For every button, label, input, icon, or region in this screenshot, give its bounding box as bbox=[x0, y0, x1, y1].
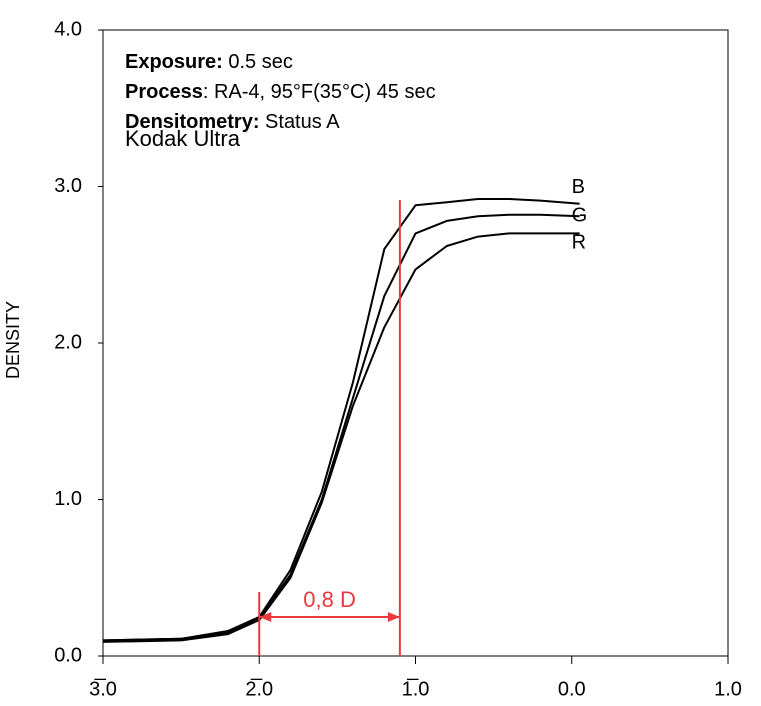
x-tick-label: 0.0 bbox=[558, 678, 586, 700]
series-line bbox=[102, 232, 580, 643]
x-tick-label: 1.0 bbox=[714, 678, 742, 700]
subtitle: Kodak Ultra bbox=[125, 126, 241, 151]
annotation: Exposure: 0.5 sec bbox=[125, 51, 293, 73]
span-label: 0,8 D bbox=[303, 587, 356, 612]
x-tick-label: 3̅.0 bbox=[89, 677, 117, 700]
y-tick-label: 3.0 bbox=[54, 175, 82, 197]
series-label: B bbox=[572, 176, 585, 198]
y-tick-label: 2.0 bbox=[54, 331, 82, 353]
series-line bbox=[102, 198, 580, 642]
x-tick-label: 2̅.0 bbox=[245, 677, 273, 700]
annotation-label: Exposure: bbox=[125, 51, 223, 73]
series-label: R bbox=[572, 232, 586, 254]
series-line bbox=[102, 213, 580, 642]
annotation-label: Densitometry: bbox=[125, 111, 259, 133]
y-tick-label: 0.0 bbox=[54, 644, 82, 666]
series-label: G bbox=[572, 205, 588, 227]
annotation-label: Process bbox=[125, 81, 203, 103]
annotation: Densitometry: Status A bbox=[125, 111, 340, 133]
annotation-text: : RA-4, 95°F(35°C) 45 sec bbox=[203, 81, 436, 103]
annotation: Process: RA-4, 95°F(35°C) 45 sec bbox=[125, 81, 436, 103]
y-axis-label: DENSITY bbox=[3, 301, 23, 379]
annotation-text: Status A bbox=[259, 111, 340, 133]
annotation-text: 0.5 sec bbox=[223, 51, 293, 73]
y-tick-label: 4.0 bbox=[54, 18, 82, 40]
x-tick-label: 1̅.0 bbox=[402, 677, 430, 700]
y-tick-label: 1.0 bbox=[54, 488, 82, 510]
